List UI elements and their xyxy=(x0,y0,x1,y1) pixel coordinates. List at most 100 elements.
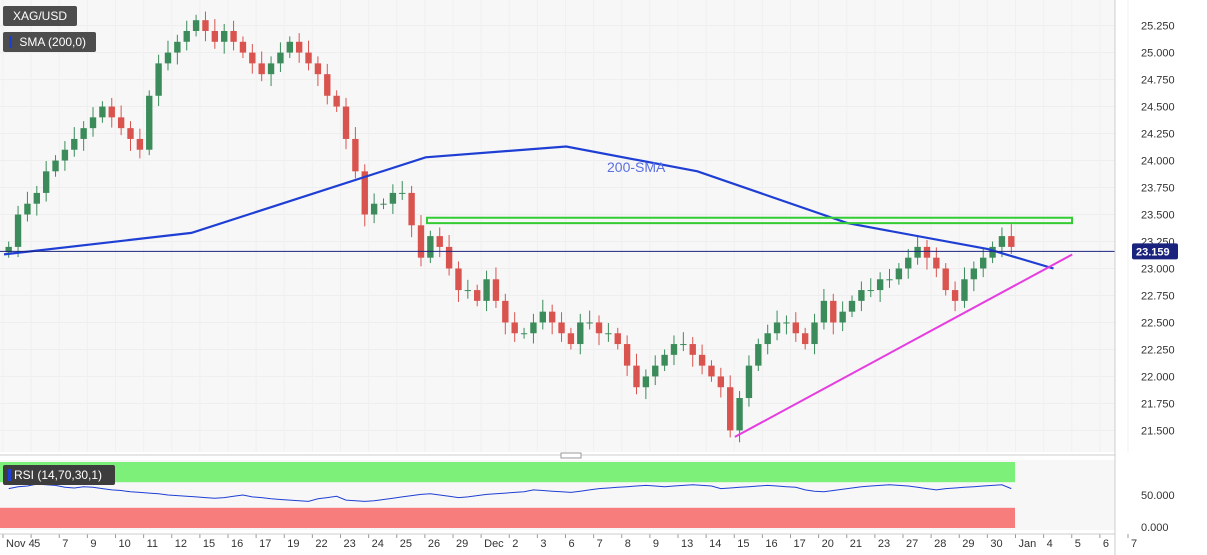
candle-body xyxy=(577,322,584,345)
candle-body xyxy=(99,106,106,118)
candle-body xyxy=(108,106,115,118)
candle-body xyxy=(998,236,1006,247)
price-tick-label: 22.500 xyxy=(1141,317,1175,329)
x-tick-label: 19 xyxy=(287,538,299,550)
candle-body xyxy=(792,322,799,334)
candle-body xyxy=(192,20,200,31)
candle-body xyxy=(605,333,612,335)
candle-body xyxy=(230,30,237,42)
candle-body xyxy=(661,354,668,366)
x-tick-label: 24 xyxy=(372,538,384,550)
x-tick-label: 10 xyxy=(119,538,131,550)
x-tick-label: 27 xyxy=(906,538,918,550)
candle-body xyxy=(989,246,996,258)
candle-body xyxy=(408,192,415,226)
x-tick-label: 7 xyxy=(62,538,68,550)
price-pane-bg xyxy=(0,0,1115,452)
x-tick-label: 12 xyxy=(175,538,187,550)
candle-body xyxy=(399,192,406,194)
rsi-oversold-band xyxy=(0,507,1015,528)
candle-body xyxy=(820,300,828,323)
candle-body xyxy=(642,376,650,388)
candle-body xyxy=(764,333,771,345)
candle-body xyxy=(895,268,903,280)
candle-body xyxy=(324,74,331,96)
x-tick-label: 9 xyxy=(90,538,96,550)
last-price-box xyxy=(1132,243,1178,260)
candle-body xyxy=(202,20,209,31)
resistance-zone xyxy=(426,216,1073,225)
candle-body xyxy=(708,365,715,377)
candle-body xyxy=(80,128,87,139)
candle-body xyxy=(867,290,874,292)
candle-body xyxy=(42,171,50,193)
candle-body xyxy=(773,322,781,334)
x-tick-label: 7 xyxy=(1131,538,1137,550)
candle-body xyxy=(811,322,818,345)
x-tick-label: 5 xyxy=(34,538,40,550)
x-tick-label: 29 xyxy=(962,538,974,550)
candle-body xyxy=(164,52,172,64)
price-tick-label: 22.250 xyxy=(1141,344,1175,356)
candle-body xyxy=(502,300,509,323)
price-tick-label: 21.750 xyxy=(1141,398,1175,410)
sma-indicator-label: SMA (200,0) xyxy=(19,35,87,49)
candle-body xyxy=(314,63,322,75)
rsi-tick-label: 0.000 xyxy=(1141,522,1169,534)
x-tick-label: 30 xyxy=(990,538,1002,550)
candle-body xyxy=(258,63,265,75)
candle-body xyxy=(370,203,378,215)
candle-body xyxy=(361,171,368,215)
candle-body xyxy=(933,257,940,269)
candle-body xyxy=(14,214,22,247)
x-tick-label: 7 xyxy=(597,538,603,550)
candle-body xyxy=(1008,236,1015,247)
x-tick-label: 4 xyxy=(1047,538,1053,550)
candle-body xyxy=(277,52,284,64)
candle-body xyxy=(267,63,275,75)
candle-body xyxy=(858,290,865,301)
rsi-line xyxy=(8,483,1012,502)
candle-body xyxy=(951,290,959,301)
x-tick-label: 5 xyxy=(1075,538,1081,550)
candle-body xyxy=(239,41,247,53)
x-tick-label: 16 xyxy=(765,538,777,550)
x-tick-label: 3 xyxy=(540,538,546,550)
x-tick-label: 13 xyxy=(681,538,693,550)
sma-indicator-badge[interactable]: SMA (200,0) xyxy=(3,32,97,52)
candle-body xyxy=(567,333,575,345)
candle-body xyxy=(445,246,453,269)
x-tick-label: 22 xyxy=(315,538,327,550)
candle-body xyxy=(727,387,734,431)
candle-body xyxy=(483,279,490,301)
rsi-tick-label: 50.000 xyxy=(1141,490,1175,502)
candle-body xyxy=(558,322,565,334)
symbol-label: XAG/USD xyxy=(13,9,68,23)
candle-body xyxy=(876,279,884,291)
sma-annotation-label: 200-SMA xyxy=(607,159,666,175)
candle-body xyxy=(961,279,968,301)
candle-body xyxy=(783,322,790,324)
price-tick-label: 24.000 xyxy=(1141,156,1175,168)
price-tick-label: 23.000 xyxy=(1141,263,1175,275)
symbol-badge[interactable]: XAG/USD xyxy=(3,6,78,26)
candle-body xyxy=(586,322,593,324)
x-tick-label: Nov 4 xyxy=(6,538,35,550)
candle-body xyxy=(89,117,97,129)
candle-body xyxy=(755,344,762,366)
rsi-color-swatch xyxy=(8,469,11,481)
candle-body xyxy=(520,333,528,335)
x-tick-label: 8 xyxy=(625,538,631,550)
candle-body xyxy=(286,41,293,53)
candle-body xyxy=(914,246,921,258)
candle-body xyxy=(614,333,621,345)
candle-body xyxy=(848,300,856,312)
pane-resize-handle xyxy=(560,452,582,459)
x-tick-label: 14 xyxy=(709,538,721,550)
candle-body xyxy=(333,95,340,107)
candle-body xyxy=(61,149,69,161)
candle-body xyxy=(970,268,978,280)
candle-body xyxy=(436,236,443,247)
